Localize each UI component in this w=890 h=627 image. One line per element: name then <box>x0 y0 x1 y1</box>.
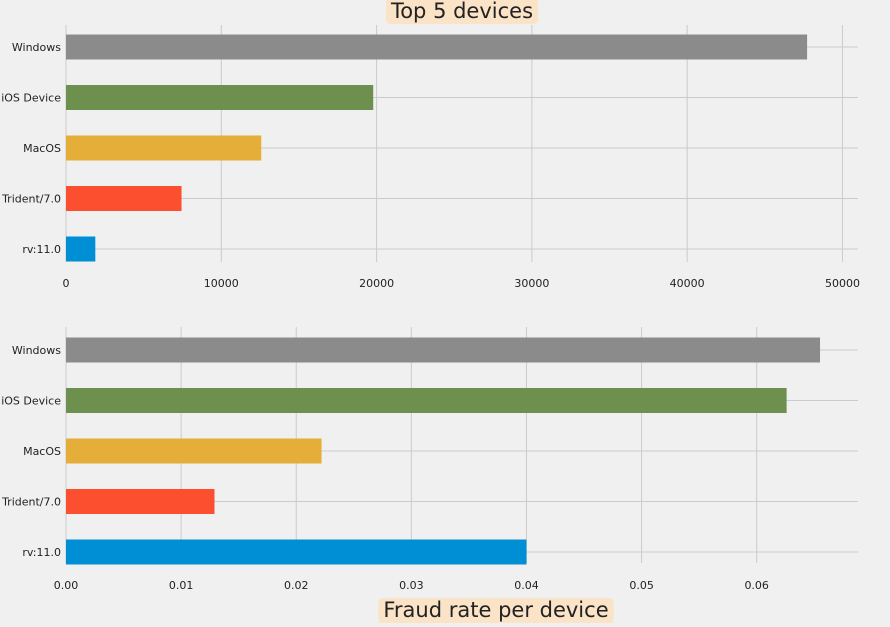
device-count-category-labels: Windows iOS Device MacOS Trident/7.0 rv:11.0 <box>1 41 61 256</box>
bar <box>66 85 374 110</box>
y-category-label: rv:11.0 <box>22 546 61 559</box>
device-count-tick-labels: 0 10000 20000 30000 40000 50000 <box>63 277 860 290</box>
x-axis-label-background <box>378 598 614 624</box>
y-category-label: Trident/7.0 <box>1 496 61 509</box>
x-tick-label: 10000 <box>204 277 239 290</box>
x-tick-label: 0.06 <box>744 579 769 592</box>
y-category-label: MacOS <box>23 142 61 155</box>
x-tick-label: 0.05 <box>629 579 654 592</box>
x-axis-label: Fraud rate per device <box>383 598 608 622</box>
x-tick-label: 0.01 <box>169 579 194 592</box>
x-tick-label: 40000 <box>670 277 705 290</box>
chart-title-background <box>385 0 539 24</box>
y-category-label: Windows <box>12 41 61 54</box>
fraud-rate-xlabel: Fraud rate per device <box>378 598 614 624</box>
x-tick-label: 50000 <box>825 277 860 290</box>
bar <box>66 388 787 413</box>
x-tick-label: 0.04 <box>514 579 539 592</box>
chart-title: Top 5 devices <box>390 0 533 23</box>
y-category-label: rv:11.0 <box>22 243 61 256</box>
device-count-bars <box>66 34 808 262</box>
y-category-label: Windows <box>12 344 61 357</box>
bar <box>66 34 808 60</box>
fraud-rate-bars <box>66 337 821 565</box>
x-tick-label: 0.00 <box>54 579 79 592</box>
x-tick-label: 0.02 <box>284 579 309 592</box>
y-category-label: Trident/7.0 <box>1 193 61 206</box>
bar <box>66 337 821 363</box>
x-tick-label: 0.03 <box>399 579 424 592</box>
fraud-rate-category-labels: Windows iOS Device MacOS Trident/7.0 rv:11.0 <box>1 344 61 559</box>
fraud-rate-tick-labels: 0.00 0.01 0.02 0.03 0.04 0.05 0.06 <box>54 579 769 592</box>
x-tick-label: 0 <box>63 277 70 290</box>
device-count-title: Top 5 devices <box>385 0 539 24</box>
bar <box>66 489 215 514</box>
x-tick-label: 30000 <box>514 277 549 290</box>
bar <box>66 186 182 211</box>
fraud-rate-chart: Windows iOS Device MacOS Trident/7.0 rv:11.0… <box>1 327 858 624</box>
y-category-label: iOS Device <box>1 395 61 408</box>
y-category-label: MacOS <box>23 445 61 458</box>
x-tick-label: 20000 <box>359 277 394 290</box>
bar <box>66 135 262 161</box>
bar <box>66 236 96 262</box>
y-category-label: iOS Device <box>1 92 61 105</box>
device-count-chart: Windows iOS Device MacOS Trident/7.0 rv:11.0… <box>1 0 860 290</box>
bar <box>66 539 527 565</box>
bar <box>66 438 322 464</box>
